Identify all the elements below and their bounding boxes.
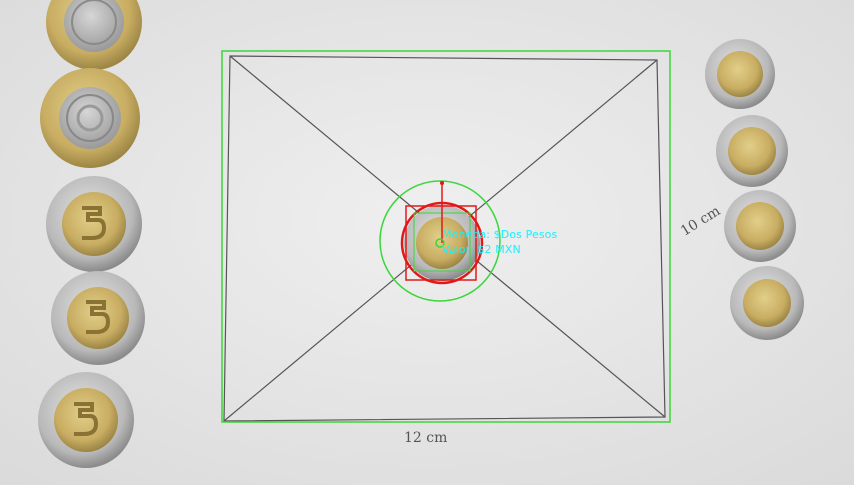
orientation-tip — [440, 181, 444, 185]
center-marker — [435, 238, 445, 248]
red-detection-box — [405, 205, 477, 281]
coin-ten-pesos-1 — [46, 0, 142, 70]
coin-name-label: Moneda: $Dos Pesos — [442, 228, 558, 241]
coin-five-pesos-3 — [38, 372, 134, 468]
width-annotation: 12 cm — [404, 430, 448, 446]
coin-ten-pesos-2 — [40, 68, 140, 168]
roi-bounding-box — [221, 50, 671, 423]
coin-one-peso-2 — [716, 115, 788, 187]
coin-one-peso-1 — [705, 39, 775, 109]
coin-five-pesos-2 — [51, 271, 145, 365]
coin-five-pesos-1 — [46, 176, 142, 272]
coin-value-label: Valor: $2 MXN — [442, 243, 521, 256]
coin-one-peso-3 — [724, 190, 796, 262]
coin-one-peso-4 — [730, 266, 804, 340]
outer-detection-circle — [379, 180, 501, 302]
